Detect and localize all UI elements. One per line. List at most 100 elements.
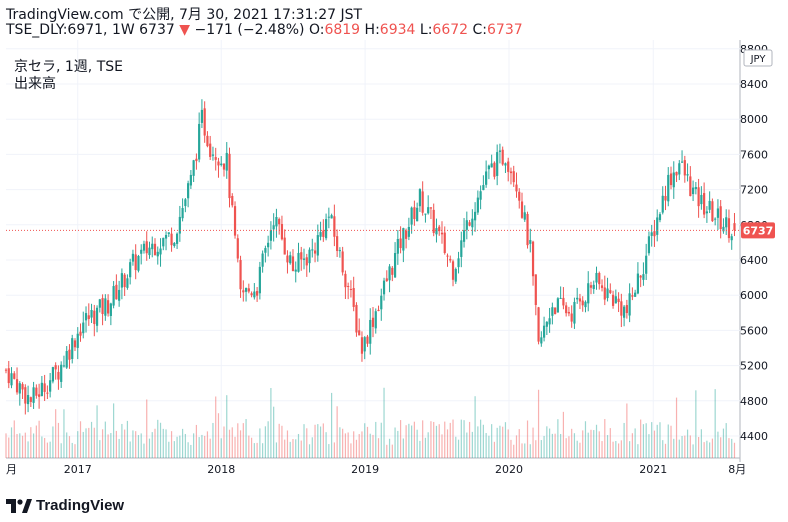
volume-bar — [206, 431, 209, 458]
candle-body — [479, 191, 482, 200]
volume-bar — [325, 432, 327, 458]
volume-bar — [154, 428, 156, 458]
candle-body — [614, 296, 617, 304]
volume-bar — [689, 435, 691, 458]
volume-bar — [579, 442, 581, 458]
volume-bar — [433, 421, 435, 458]
volume-bar — [306, 428, 308, 458]
candle-body — [509, 171, 513, 174]
tradingview-brand[interactable]: TradingView — [6, 497, 124, 514]
close-value: 6737 — [487, 22, 523, 38]
candle-body — [658, 214, 662, 221]
candle-body — [606, 288, 609, 299]
volume-bar — [725, 423, 727, 458]
volume-bar — [179, 435, 181, 458]
volume-bar — [308, 444, 311, 458]
candle-body — [145, 241, 148, 254]
candle-body — [523, 212, 526, 220]
candle-body — [385, 278, 388, 282]
candle-body — [443, 232, 446, 254]
candle-body — [493, 162, 496, 177]
volume-bar — [375, 421, 377, 458]
volume-bar — [253, 443, 255, 458]
volume-bar — [193, 433, 195, 458]
volume-bar — [659, 422, 661, 458]
candle-body — [275, 217, 278, 227]
low-value: 6672 — [432, 22, 469, 38]
candle-body — [424, 213, 427, 215]
candle-body — [324, 219, 328, 239]
volume-bar — [388, 438, 391, 458]
volume-bar — [493, 441, 496, 458]
candle-body — [203, 108, 206, 136]
volume-bar — [733, 442, 736, 458]
candle-body — [159, 248, 162, 255]
volume-bar — [372, 434, 374, 458]
candle-body — [722, 226, 725, 232]
volume-bar — [13, 420, 15, 458]
candle-body — [697, 187, 700, 207]
volume-bar — [424, 437, 427, 458]
candle-body — [140, 249, 143, 254]
candle-body — [396, 238, 399, 254]
candle-body — [609, 290, 612, 293]
volume-bar — [273, 406, 275, 458]
candle-body — [104, 298, 107, 316]
candle-body — [360, 337, 364, 354]
volume-bar — [21, 435, 24, 458]
down-arrow-icon: ▼ — [179, 22, 191, 38]
candle-body — [26, 395, 30, 405]
candle-body — [40, 382, 43, 397]
candle-body — [126, 278, 129, 288]
volume-bar — [234, 436, 236, 458]
volume-bar — [135, 431, 137, 458]
volume-bar — [364, 423, 366, 458]
candle-body — [598, 272, 601, 285]
candle-body — [465, 220, 468, 230]
candle-body — [264, 248, 267, 253]
candle-body — [4, 369, 8, 371]
candle-body — [222, 163, 226, 170]
volume-bar — [662, 440, 664, 458]
x-tick-label: 2021 — [639, 463, 667, 476]
volume-bar — [532, 427, 534, 458]
candle-body — [719, 206, 722, 229]
candle-body — [531, 241, 535, 277]
volume-bar — [52, 426, 54, 458]
volume-bar — [115, 430, 117, 458]
candle-body — [664, 195, 667, 201]
currency-box[interactable] — [743, 49, 773, 67]
candle-body — [189, 174, 192, 186]
volume-bar — [510, 439, 512, 458]
volume-bar — [617, 443, 620, 458]
candle-body — [305, 257, 308, 266]
volume-bar — [430, 421, 432, 458]
volume-bar — [648, 434, 650, 458]
candle-body — [570, 313, 573, 322]
volume-bar — [640, 419, 642, 458]
candle-body — [691, 187, 695, 195]
volume-bar — [446, 429, 449, 458]
volume-bar — [176, 436, 178, 458]
volume-bar — [165, 429, 167, 458]
candle-body — [380, 295, 383, 310]
volume-bar — [30, 427, 32, 458]
volume-bar — [598, 431, 600, 458]
volume-bar — [322, 423, 324, 458]
candle-body — [518, 191, 521, 201]
candle-body — [338, 250, 341, 252]
candle-body — [322, 230, 325, 237]
volume-bar — [435, 425, 438, 458]
volume-bar — [342, 428, 344, 458]
volume-bar — [46, 442, 48, 458]
volume-bar — [314, 424, 316, 458]
candle-body — [175, 233, 179, 244]
volume-bar — [159, 422, 162, 458]
volume-bar — [408, 423, 410, 458]
volume-bar — [239, 430, 242, 458]
volume-bar — [535, 440, 537, 458]
volume-bar — [488, 435, 490, 458]
candle-body — [551, 307, 554, 316]
volume-bar — [427, 432, 429, 458]
